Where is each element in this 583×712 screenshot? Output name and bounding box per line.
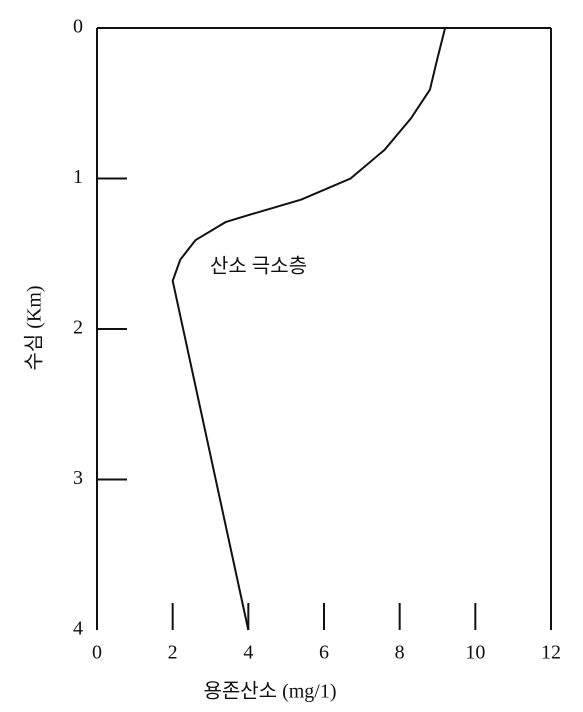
y-tick-label: 4 — [73, 618, 83, 640]
line — [171, 27, 447, 631]
y-tick-label: 1 — [73, 166, 83, 188]
y-tick-label: 0 — [73, 16, 83, 38]
x-tick-label: 4 — [243, 642, 253, 664]
x-tick-label: 12 — [541, 642, 561, 664]
x-tick-label: 10 — [465, 642, 485, 664]
x-axis-label: 용존산소 (mg/1) — [203, 680, 336, 703]
x-tick-label: 2 — [168, 642, 178, 664]
y-tick-label: 2 — [73, 317, 83, 339]
x-tick-label: 0 — [92, 642, 102, 664]
y-axis-label: 수심 (Km) — [23, 285, 46, 370]
annotation: 산소 극소층 — [210, 255, 307, 278]
x-tick-label: 8 — [395, 642, 405, 664]
x-tick-label: 6 — [319, 642, 329, 664]
y-tick-label: 3 — [73, 467, 83, 489]
